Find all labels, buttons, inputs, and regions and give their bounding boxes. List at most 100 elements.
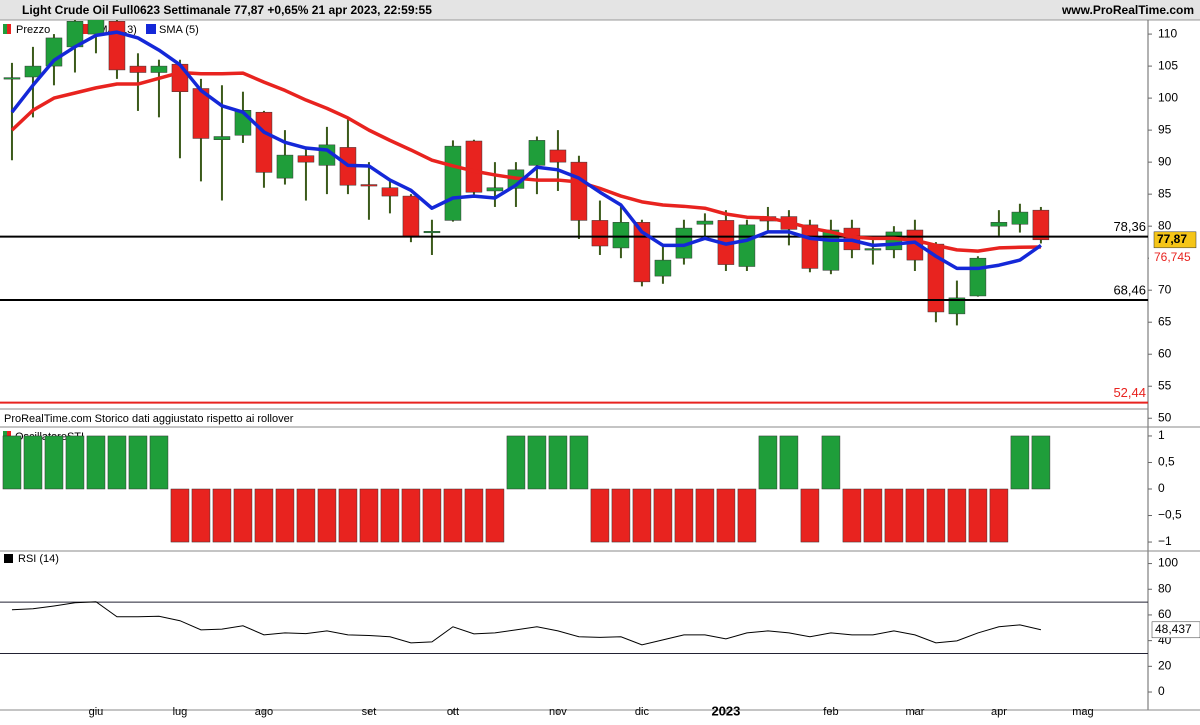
oscillator-bar — [800, 488, 820, 543]
oscillator-bar — [653, 488, 673, 543]
y-tick-label: 60 — [1158, 346, 1172, 360]
candle-body — [864, 248, 882, 251]
oscillator-bar — [821, 435, 841, 490]
candle-body — [108, 21, 126, 71]
y-tick-label: 80 — [1158, 218, 1172, 232]
candle-body — [696, 220, 714, 225]
oscillator-bar — [695, 488, 715, 543]
oscillator-bar — [170, 488, 190, 543]
candle-body — [171, 63, 189, 92]
candle-body — [3, 77, 21, 80]
x-tick-label: 2023 — [711, 703, 740, 718]
footer-note: ProRealTime.com Storico dati aggiustato … — [4, 413, 294, 425]
oscillator-bar — [716, 488, 736, 543]
candle-body — [276, 154, 294, 179]
x-tick-label: apr — [991, 706, 1007, 718]
candle-body — [948, 297, 966, 315]
legend-label: Prezzo — [16, 24, 50, 36]
candle-body — [24, 65, 42, 78]
x-tick-label: mar — [905, 706, 924, 718]
candle-body — [570, 161, 588, 221]
y-tick-label: 0,5 — [1158, 455, 1175, 469]
candle-body — [360, 184, 378, 187]
legend-swatch — [7, 24, 11, 34]
oscillator-bar — [779, 435, 799, 490]
oscillator-bar — [359, 488, 379, 543]
header-title: Light Crude Oil Full0623 Settimanale 77,… — [22, 3, 432, 17]
oscillator-bar — [842, 488, 862, 543]
x-tick-label: feb — [823, 706, 838, 718]
y-tick-label: 70 — [1158, 282, 1172, 296]
candle-body — [738, 224, 756, 267]
candle-body — [1011, 211, 1029, 225]
y-tick-label: 50 — [1158, 410, 1172, 424]
close-box — [1153, 231, 1197, 249]
y-tick-label: 100 — [1158, 556, 1178, 570]
candle-body — [129, 65, 147, 73]
oscillator-bar — [611, 488, 631, 543]
legend-label: SMA (5) — [159, 24, 199, 36]
candle-body — [465, 140, 483, 193]
legend-swatch — [146, 24, 156, 34]
rsi-line — [11, 601, 1042, 646]
oscillator-bar — [884, 488, 904, 543]
candle-body — [990, 222, 1008, 227]
y-tick-label: −1 — [1158, 534, 1172, 548]
candle-body — [423, 231, 441, 234]
y-tick-label: 20 — [1158, 658, 1172, 672]
oscillator-bar — [380, 488, 400, 543]
header-site: www.ProRealTime.com — [1061, 3, 1194, 17]
candle-body — [528, 140, 546, 166]
oscillator-bar — [1010, 435, 1030, 490]
oscillator-bar — [254, 488, 274, 543]
y-tick-label: 105 — [1158, 58, 1178, 72]
candle-body — [213, 136, 231, 140]
oscillator-bar — [338, 488, 358, 543]
x-tick-label: giu — [89, 706, 104, 718]
oscillator-bar — [905, 488, 925, 543]
oscillator-bar — [590, 488, 610, 543]
oscillator-bar — [527, 435, 547, 490]
close-label: 77,87 — [1157, 232, 1187, 246]
oscillator-bar — [86, 435, 106, 490]
oscillator-bar — [569, 435, 589, 490]
x-tick-label: mag — [1072, 706, 1093, 718]
panel — [2, 435, 1051, 543]
last-value-box — [1151, 621, 1200, 639]
x-tick-label: dic — [635, 706, 650, 718]
oscillator-bar — [296, 488, 316, 543]
last-value-box — [1149, 251, 1199, 266]
candle-body — [612, 222, 630, 249]
candle-body — [969, 257, 987, 297]
last-value-label: 48,437 — [1155, 622, 1192, 636]
oscillator-bar — [212, 488, 232, 543]
y-tick-label: 1 — [1158, 428, 1165, 442]
level-label: 68,46 — [1113, 282, 1146, 297]
y-tick-label: 55 — [1158, 378, 1172, 392]
oscillator-bar — [23, 435, 43, 490]
candle-body — [549, 149, 567, 163]
oscillator-bar — [191, 488, 211, 543]
oscillator-bar — [758, 435, 778, 490]
oscillator-bar — [968, 488, 988, 543]
panel — [0, 20, 1148, 404]
x-tick-label: ago — [255, 706, 273, 718]
oscillator-bar — [401, 488, 421, 543]
oscillator-bar — [2, 435, 22, 490]
candle-body — [402, 195, 420, 237]
oscillator-bar — [107, 435, 127, 490]
level-label: 78,36 — [1113, 219, 1146, 234]
oscillator-bar — [44, 435, 64, 490]
oscillator-bar — [128, 435, 148, 490]
last-value-label: 76,745 — [1154, 250, 1191, 264]
oscillator-bar — [632, 488, 652, 543]
candle-body — [297, 155, 315, 163]
oscillator-bar — [464, 488, 484, 543]
legend-swatch — [4, 554, 13, 563]
oscillator-bar — [926, 488, 946, 543]
legend-label: RSI (14) — [18, 553, 59, 565]
candle-body — [654, 259, 672, 277]
candle-body — [255, 111, 273, 173]
candle-body — [885, 231, 903, 251]
